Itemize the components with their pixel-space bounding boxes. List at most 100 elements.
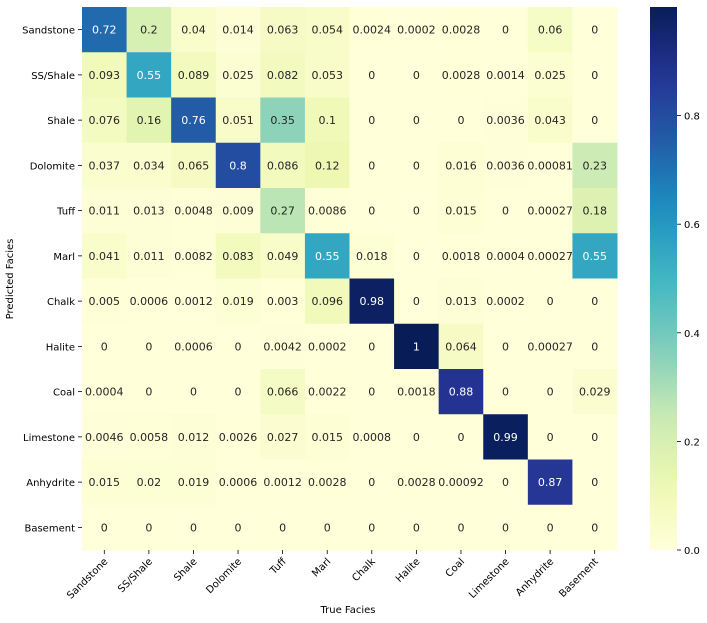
heatmap-cell [349, 459, 395, 506]
cell-value-label: 0 [591, 431, 598, 444]
heatmap-cell [171, 504, 217, 551]
cell-value-label: 0 [547, 295, 554, 308]
heatmap-cell [438, 7, 484, 53]
heatmap-cell [171, 97, 217, 144]
x-tick-label: Tuff [268, 556, 290, 578]
heatmap-cell [527, 142, 573, 189]
cell-value-label: 0.72 [92, 24, 117, 37]
cell-value-label: 0 [591, 114, 598, 127]
cell-value-label: 0 [279, 521, 286, 534]
cell-value-label: 0.0004 [486, 250, 525, 263]
cell-value-label: 0.99 [493, 431, 518, 444]
heatmap-cell [260, 52, 306, 98]
cell-value-label: 0.018 [356, 250, 388, 263]
heatmap-cell [527, 97, 573, 144]
x-tick-label: Basement [557, 556, 601, 600]
colorbar-tick-label: 0.0 [684, 546, 700, 557]
cell-value-label: 0 [145, 340, 152, 353]
heatmap-cell [394, 52, 440, 98]
cell-value-label: 0 [368, 69, 375, 82]
heatmap-cell [483, 459, 529, 506]
cell-value-label: 0.00081 [527, 159, 573, 172]
y-tick-label: Tuff [56, 207, 76, 218]
heatmap-cell [171, 414, 217, 460]
heatmap-cell [483, 369, 529, 415]
heatmap-cell [527, 459, 573, 506]
cell-value-label: 0.009 [222, 205, 254, 218]
heatmap-cell [126, 323, 172, 370]
y-tick-label: SS/Shale [31, 71, 75, 82]
heatmap-cell [215, 369, 261, 415]
cell-value-label: 0.025 [222, 69, 254, 82]
heatmap-cell [126, 369, 172, 415]
cell-value-label: 0.076 [89, 114, 121, 127]
heatmap-cell [215, 414, 261, 460]
heatmap-cell [171, 142, 217, 189]
heatmap-cell [82, 7, 128, 53]
cell-value-label: 0.065 [178, 159, 210, 172]
cell-value-label: 0.089 [178, 69, 210, 82]
heatmap-cell [572, 188, 618, 234]
heatmap-cell [304, 504, 350, 551]
y-axis-ticks: Sandstone SS/Shale Shale Dolomite Tuff Marl Ch… [22, 26, 82, 534]
cell-value-label: 0.015 [311, 431, 343, 444]
heatmap-cell [215, 323, 261, 370]
heatmap-cell [394, 414, 440, 460]
cell-value-label: 0.12 [315, 159, 340, 172]
cell-value-label: 0 [502, 24, 509, 37]
x-tick-label: Limestone [467, 556, 512, 601]
heatmap-cell [171, 188, 217, 234]
heatmap-cell [349, 233, 395, 279]
cell-value-label: 0.16 [137, 114, 162, 127]
cell-value-label: 0 [547, 431, 554, 444]
heatmap-cell [215, 142, 261, 189]
cell-value-label: 0 [502, 521, 509, 534]
cell-value-label: 0.013 [445, 295, 477, 308]
x-tick-label: Chalk [350, 556, 378, 584]
colorbar-tick-label: 0.8 [684, 112, 700, 123]
heatmap-cell [215, 7, 261, 53]
y-tick-label: Marl [53, 252, 75, 263]
cell-value-label: 0.0028 [442, 69, 481, 82]
cell-value-label: 0.2 [140, 24, 158, 37]
cell-value-label: 0.014 [222, 24, 254, 37]
colorbar-ticks: 0.0 0.2 0.4 0.6 0.8 [677, 112, 700, 557]
cell-value-label: 0.029 [579, 386, 611, 399]
y-tick-label: Basement [24, 523, 75, 534]
heatmap-cell [171, 323, 217, 370]
cell-value-label: 0 [591, 340, 598, 353]
colorbar [650, 7, 677, 550]
cell-value-label: 0.012 [178, 431, 210, 444]
cell-value-label: 0 [502, 205, 509, 218]
cell-value-label: 0.02 [137, 476, 162, 489]
heatmap-cell [304, 97, 350, 144]
cell-value-label: 0 [145, 386, 152, 399]
heatmap-cell [171, 52, 217, 98]
heatmap-cell [349, 97, 395, 144]
heatmap-cell [260, 414, 306, 460]
heatmap-cell [483, 7, 529, 53]
heatmap-cell [260, 459, 306, 506]
heatmap-cell [82, 188, 128, 234]
heatmap-cell [82, 504, 128, 551]
heatmap-cell [349, 369, 395, 415]
cell-value-label: 0.55 [137, 69, 162, 82]
cell-value-label: 0 [413, 69, 420, 82]
heatmap-cell [171, 369, 217, 415]
cell-value-label: 0.011 [89, 205, 121, 218]
heatmap-cell [527, 188, 573, 234]
cell-value-label: 0 [368, 476, 375, 489]
heatmap-cell [82, 459, 128, 506]
heatmap-cell [394, 459, 440, 506]
heatmap-cell [349, 278, 395, 325]
cell-value-label: 0 [413, 250, 420, 263]
cell-value-label: 0.0014 [486, 69, 525, 82]
heatmap-cell [126, 7, 172, 53]
cell-value-label: 0.04 [181, 24, 206, 37]
heatmap-cell [527, 414, 573, 460]
heatmap-cell [304, 233, 350, 279]
heatmap-cell [438, 323, 484, 370]
cell-value-label: 0 [368, 386, 375, 399]
heatmap-cell [260, 323, 306, 370]
heatmap-cell [572, 414, 618, 460]
